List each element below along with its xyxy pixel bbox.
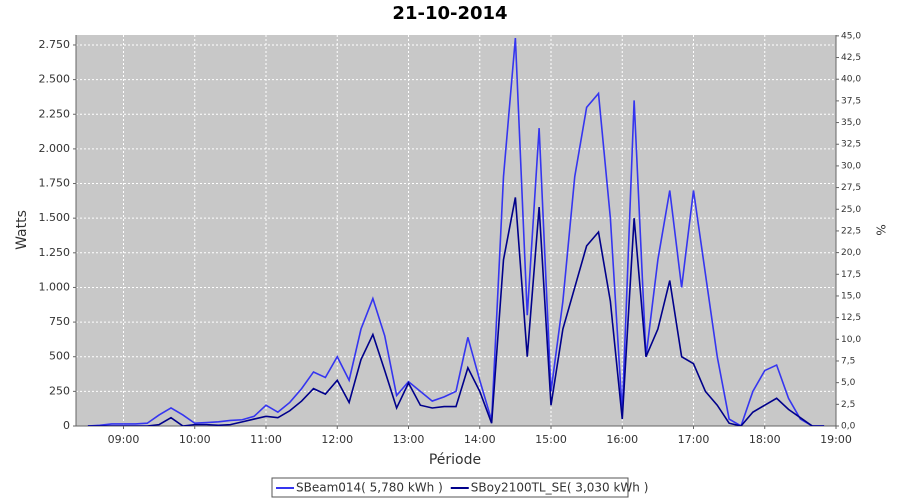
series-line — [87, 37, 825, 426]
x-tick-label: 14:00 — [464, 433, 496, 446]
y2-tick-label: 20,0 — [841, 248, 861, 258]
legend-label: SBoy2100TL_SE( 3,030 kWh ) — [471, 481, 649, 495]
y2-tick-label: 40,0 — [841, 75, 861, 85]
x-tick-label: 13:00 — [393, 433, 425, 446]
y-tick-label: 750 — [49, 315, 70, 328]
y-tick-label: 0 — [63, 419, 70, 432]
y2-tick-label: 30,0 — [841, 161, 861, 171]
x-tick-label: 17:00 — [678, 433, 710, 446]
y2-tick-label: 42,5 — [841, 53, 861, 63]
x-tick-label: 15:00 — [535, 433, 567, 446]
y-tick-label: 1.250 — [39, 246, 71, 259]
x-tick-label: 16:00 — [606, 433, 638, 446]
y2-tick-label: 5,0 — [841, 378, 856, 388]
y2-tick-label: 2,5 — [841, 400, 855, 410]
legend — [271, 477, 629, 498]
y-tick-label: 2.500 — [39, 73, 71, 86]
y2-tick-label: 0,0 — [841, 422, 856, 432]
x-tick-label: 18:00 — [749, 433, 781, 446]
y2-tick-label: 12,5 — [841, 313, 861, 323]
x-tick-label: 10:00 — [179, 433, 211, 446]
x-tick-label: 19:00 — [820, 433, 852, 446]
y2-tick-label: 25,0 — [841, 205, 861, 215]
y-tick-label: 2.250 — [39, 107, 71, 120]
chart-title: 21-10-2014 — [392, 3, 507, 24]
series-line — [87, 197, 825, 426]
y2-tick-label: 27,5 — [841, 183, 861, 193]
y-tick-label: 2.000 — [39, 142, 71, 155]
x-tick-label: 11:00 — [250, 433, 282, 446]
y2-axis-label: % — [874, 224, 888, 235]
y-tick-label: 2.750 — [39, 38, 71, 51]
x-axis-label: Période — [429, 452, 481, 468]
y2-tick-label: 10,0 — [841, 335, 861, 345]
y2-tick-label: 22,5 — [841, 226, 861, 236]
y2-tick-label: 17,5 — [841, 270, 861, 280]
plot-area — [76, 35, 836, 426]
y2-tick-label: 45,0 — [841, 31, 861, 41]
y2-tick-label: 15,0 — [841, 291, 861, 301]
y-axis-label: Watts — [14, 210, 30, 250]
y-tick-label: 500 — [49, 350, 70, 363]
y-tick-label: 250 — [49, 384, 70, 397]
y-tick-label: 1.750 — [39, 177, 71, 190]
y-tick-label: 1.500 — [39, 211, 71, 224]
y-tick-label: 1.000 — [39, 280, 71, 293]
y2-tick-label: 35,0 — [841, 118, 861, 128]
x-tick-label: 09:00 — [108, 433, 140, 446]
y2-tick-label: 37,5 — [841, 96, 861, 106]
legend-label: SBeam014( 5,780 kWh ) — [296, 481, 443, 495]
y2-tick-label: 32,5 — [841, 140, 861, 150]
y2-tick-label: 7,5 — [841, 356, 855, 366]
x-tick-label: 12:00 — [321, 433, 353, 446]
